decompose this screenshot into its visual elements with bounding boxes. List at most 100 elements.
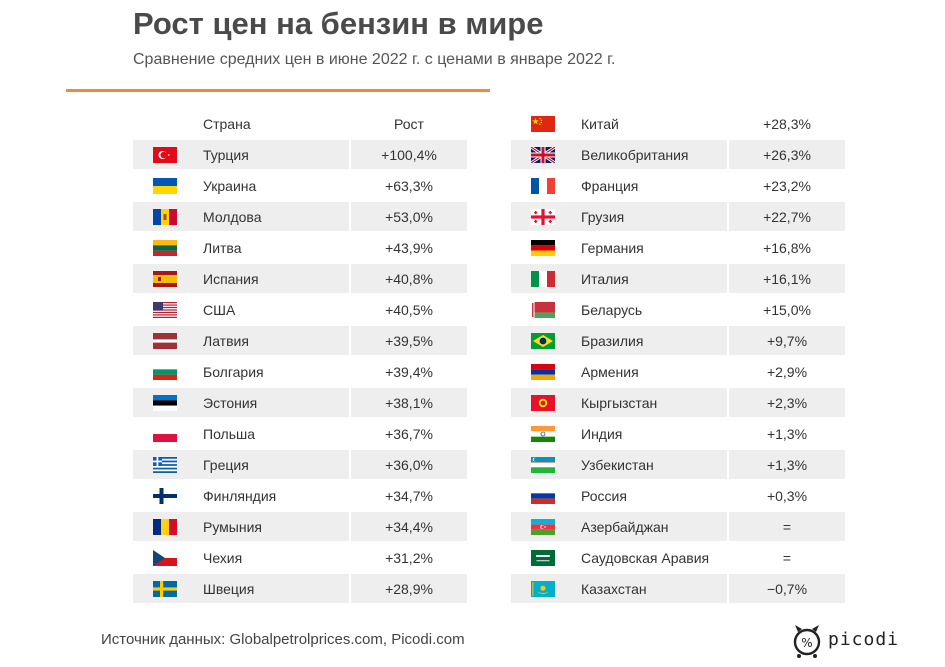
table-row: Бразилия +9,7% bbox=[511, 325, 845, 356]
table-row: Чехия +31,2% bbox=[133, 542, 467, 573]
growth-value: +1,3% bbox=[766, 426, 808, 442]
country-name: Армения bbox=[581, 364, 639, 380]
growth-value: +39,4% bbox=[385, 364, 433, 380]
growth-value: +28,9% bbox=[385, 581, 433, 597]
country-name: Бразилия bbox=[581, 333, 644, 349]
growth-cell: +2,9% bbox=[729, 357, 845, 386]
growth-value: +2,3% bbox=[766, 395, 808, 411]
growth-value: = bbox=[782, 550, 792, 566]
table-row: Украина +63,3% bbox=[133, 170, 467, 201]
finland-flag-icon bbox=[153, 488, 177, 504]
growth-value: +2,9% bbox=[766, 364, 808, 380]
country-cell: Германия bbox=[511, 233, 727, 262]
table-row: Турция +100,4% bbox=[133, 139, 467, 170]
growth-value: +39,5% bbox=[385, 333, 433, 349]
growth-cell: +16,1% bbox=[729, 264, 845, 293]
growth-value: +28,3% bbox=[763, 116, 811, 132]
growth-value: +40,5% bbox=[385, 302, 433, 318]
table-row: США +40,5% bbox=[133, 294, 467, 325]
growth-value: +26,3% bbox=[763, 147, 811, 163]
growth-cell: +39,5% bbox=[351, 326, 467, 355]
table-row: Латвия +39,5% bbox=[133, 325, 467, 356]
belarus-flag-icon bbox=[531, 302, 555, 318]
country-cell: Узбекистан bbox=[511, 450, 727, 479]
country-cell: Саудовская Аравия bbox=[511, 543, 727, 572]
country-cell: Турция bbox=[133, 140, 349, 169]
table-row: Кыргызстан +2,3% bbox=[511, 387, 845, 418]
country-cell: Румыния bbox=[133, 512, 349, 541]
growth-cell: +100,4% bbox=[351, 140, 467, 169]
page-title: Рост цен на бензин в мире bbox=[133, 6, 544, 41]
growth-cell: +39,4% bbox=[351, 357, 467, 386]
growth-cell: +36,7% bbox=[351, 419, 467, 448]
country-cell: Казахстан bbox=[511, 574, 727, 603]
country-cell: Латвия bbox=[133, 326, 349, 355]
country-name: Украина bbox=[203, 178, 257, 194]
country-name: Эстония bbox=[203, 395, 258, 411]
country-name: Великобритания bbox=[581, 147, 689, 163]
table-row: Молдова +53,0% bbox=[133, 201, 467, 232]
turkey-flag-icon bbox=[153, 147, 177, 163]
country-cell: Россия bbox=[511, 481, 727, 510]
moldova-flag-icon bbox=[153, 209, 177, 225]
table-row: Польша +36,7% bbox=[133, 418, 467, 449]
country-cell: Эстония bbox=[133, 388, 349, 417]
azerbaijan-flag-icon bbox=[531, 519, 555, 535]
country-cell: Польша bbox=[133, 419, 349, 448]
country-name: Франция bbox=[581, 178, 639, 194]
growth-cell: +34,4% bbox=[351, 512, 467, 541]
growth-cell: +22,7% bbox=[729, 202, 845, 231]
country-cell: Украина bbox=[133, 171, 349, 200]
growth-cell: = bbox=[729, 512, 845, 541]
growth-value: +16,8% bbox=[763, 240, 811, 256]
kyrgyzstan-flag-icon bbox=[531, 395, 555, 411]
country-name: Грузия bbox=[581, 209, 625, 225]
india-flag-icon bbox=[531, 426, 555, 442]
country-cell: Чехия bbox=[133, 543, 349, 572]
country-cell: Индия bbox=[511, 419, 727, 448]
country-name: Казахстан bbox=[581, 581, 647, 597]
country-name: Испания bbox=[203, 271, 259, 287]
growth-cell: +43,9% bbox=[351, 233, 467, 262]
price-table-left: Страна Рост Турция +100,4% Украина +63,3% Мо… bbox=[133, 108, 467, 604]
table-row: Казахстан −0,7% bbox=[511, 573, 845, 604]
growth-value: +53,0% bbox=[385, 209, 433, 225]
growth-value: +40,8% bbox=[385, 271, 433, 287]
growth-value: +9,7% bbox=[766, 333, 808, 349]
kazakhstan-flag-icon bbox=[531, 581, 555, 597]
picodi-logo-icon: % bbox=[793, 625, 821, 658]
saudi-arabia-flag-icon bbox=[531, 550, 555, 566]
country-name: Чехия bbox=[203, 550, 243, 566]
table-row: Финляндия +34,7% bbox=[133, 480, 467, 511]
russia-flag-icon bbox=[531, 488, 555, 504]
growth-value: +1,3% bbox=[766, 457, 808, 473]
country-cell: Армения bbox=[511, 357, 727, 386]
growth-value: +63,3% bbox=[385, 178, 433, 194]
china-flag-icon bbox=[531, 116, 555, 132]
table-row: Беларусь +15,0% bbox=[511, 294, 845, 325]
sweden-flag-icon bbox=[153, 581, 177, 597]
spain-flag-icon bbox=[153, 271, 177, 287]
table-row: Швеция +28,9% bbox=[133, 573, 467, 604]
country-cell: США bbox=[133, 295, 349, 324]
country-name: Кыргызстан bbox=[581, 395, 658, 411]
table-header: Страна Рост bbox=[133, 108, 467, 139]
country-cell: Великобритания bbox=[511, 140, 727, 169]
greece-flag-icon bbox=[153, 457, 177, 473]
country-name: Узбекистан bbox=[581, 457, 654, 473]
country-name: Болгария bbox=[203, 364, 264, 380]
armenia-flag-icon bbox=[531, 364, 555, 380]
table-row: Германия +16,8% bbox=[511, 232, 845, 263]
growth-cell: +40,5% bbox=[351, 295, 467, 324]
country-name: Молдова bbox=[203, 209, 262, 225]
table-row: Россия +0,3% bbox=[511, 480, 845, 511]
growth-cell: +0,3% bbox=[729, 481, 845, 510]
growth-cell: +9,7% bbox=[729, 326, 845, 355]
country-cell: Молдова bbox=[133, 202, 349, 231]
growth-cell: +1,3% bbox=[729, 419, 845, 448]
ukraine-flag-icon bbox=[153, 178, 177, 194]
data-source-note: Источник данных: Globalpetrolprices.com,… bbox=[101, 631, 465, 648]
growth-cell: +15,0% bbox=[729, 295, 845, 324]
country-name: Польша bbox=[203, 426, 256, 442]
growth-cell: +63,3% bbox=[351, 171, 467, 200]
